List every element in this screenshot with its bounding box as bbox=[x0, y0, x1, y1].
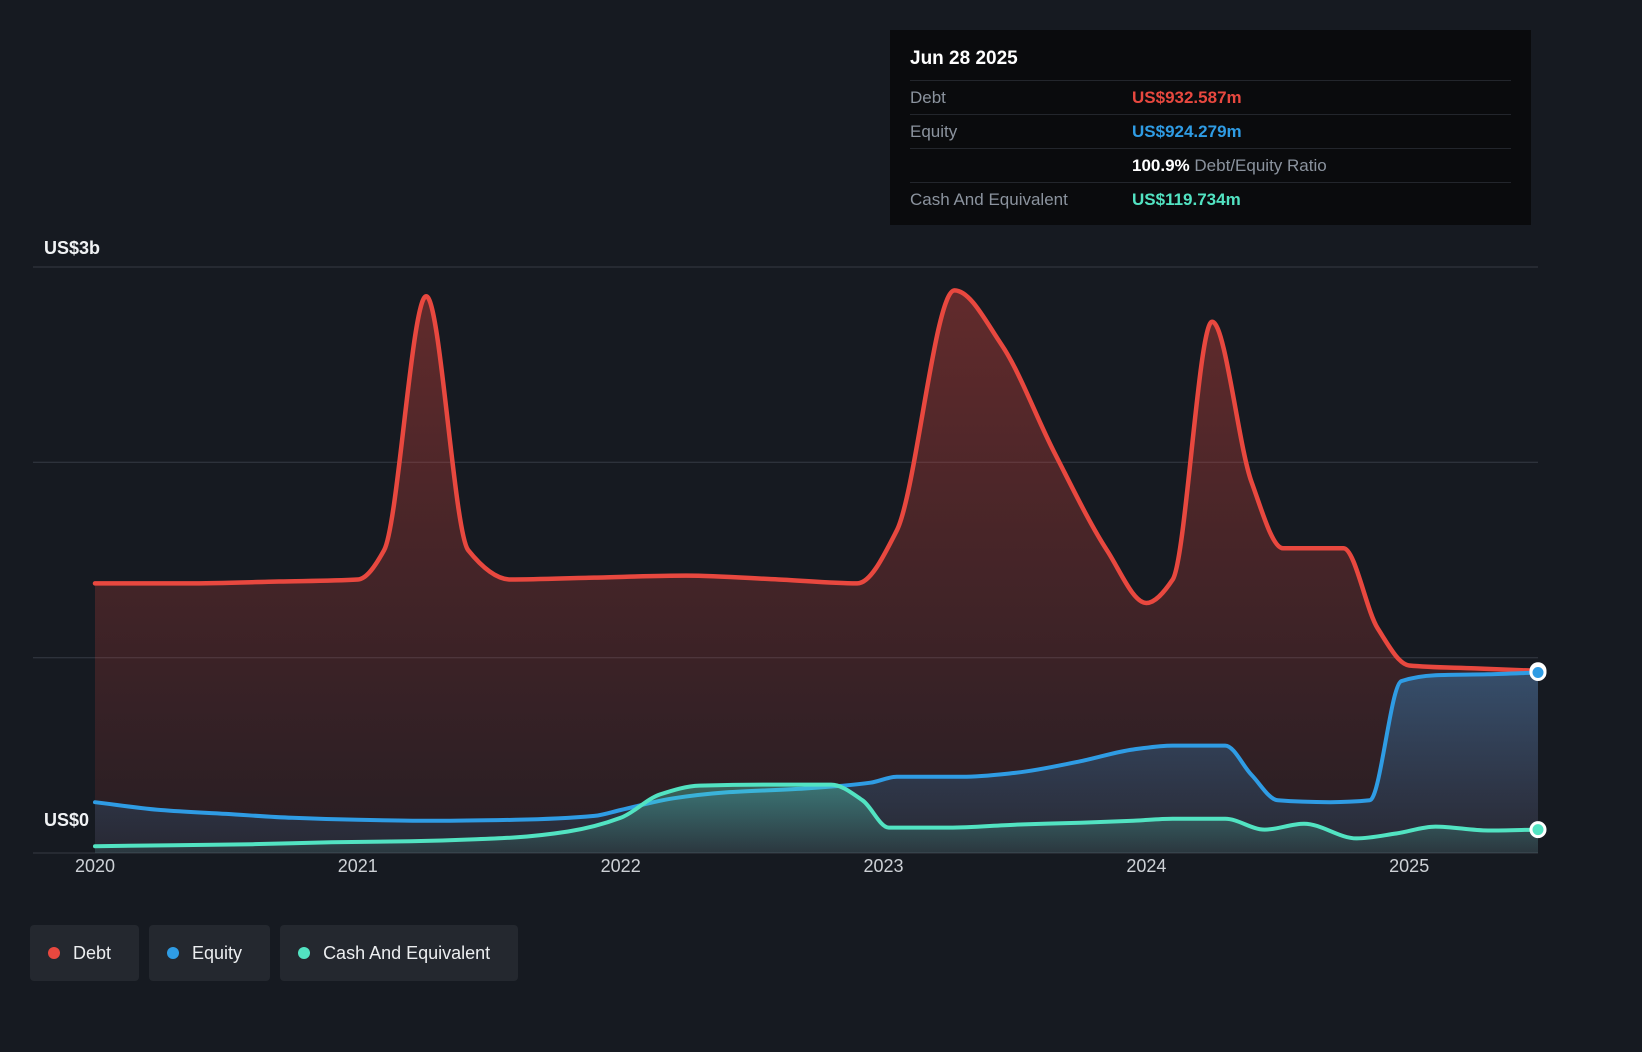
cash-and-equivalent-endpoint-marker[interactable] bbox=[1529, 821, 1547, 839]
tooltip-debt-label: Debt bbox=[910, 87, 946, 107]
equity-endpoint-marker[interactable] bbox=[1529, 664, 1547, 681]
legend-label: Cash And Equivalent bbox=[323, 942, 491, 963]
debt-line bbox=[92, 288, 1541, 674]
legend-item-equity[interactable]: Equity bbox=[149, 925, 271, 981]
cash-and-equivalent-legend-dot-icon bbox=[298, 947, 311, 959]
tooltip-ratio-row: 100.9% Debt/Equity Ratio bbox=[910, 149, 1511, 183]
tooltip-debt-row: Debt US$932.587m bbox=[910, 81, 1511, 115]
tooltip-cash-row: Cash And Equivalent US$119.734m bbox=[910, 183, 1511, 217]
tooltip-equity-value: US$924.279m bbox=[1132, 121, 1242, 141]
tooltip-equity-label: Equity bbox=[910, 121, 958, 141]
cash-and-equivalent-area bbox=[95, 784, 1538, 853]
equity-legend-dot-icon bbox=[167, 947, 180, 959]
x-axis-tick-2024: 2024 bbox=[1126, 856, 1167, 876]
chart-tooltip: Jun 28 2025 Debt US$932.587m Equity US$9… bbox=[890, 30, 1531, 225]
legend-item-debt[interactable]: Debt bbox=[30, 925, 140, 981]
x-axis-tick-2021: 2021 bbox=[337, 856, 378, 876]
tooltip-ratio: 100.9% Debt/Equity Ratio bbox=[1132, 156, 1511, 176]
equity-area bbox=[95, 672, 1538, 853]
tooltip-debt-value: US$932.587m bbox=[1132, 87, 1242, 107]
debt-legend-dot-icon bbox=[48, 947, 60, 959]
cash-and-equivalent-line bbox=[93, 782, 1540, 849]
legend-label: Debt bbox=[73, 942, 112, 963]
equity-line bbox=[93, 670, 1540, 823]
tooltip-ratio-label: Debt/Equity Ratio bbox=[1194, 155, 1327, 175]
tooltip-ratio-value: 100.9% bbox=[1132, 155, 1190, 175]
y-axis-label-bottom: US$0 bbox=[44, 810, 90, 830]
legend-label: Equity bbox=[192, 942, 243, 963]
y-axis-label-top: US$3b bbox=[44, 238, 101, 258]
tooltip-cash-label: Cash And Equivalent bbox=[910, 190, 1068, 209]
tooltip-date: Jun 28 2025 bbox=[910, 40, 1511, 81]
x-axis-tick-2023: 2023 bbox=[863, 856, 904, 876]
x-axis-tick-2025: 2025 bbox=[1389, 856, 1430, 876]
chart-legend: Debt Equity Cash And Equivalent bbox=[30, 925, 519, 981]
x-axis-tick-2020: 2020 bbox=[74, 856, 116, 876]
x-axis-tick-2022: 2022 bbox=[600, 856, 641, 876]
debt-area bbox=[95, 290, 1538, 853]
tooltip-equity-row: Equity US$924.279m bbox=[910, 115, 1511, 149]
tooltip-cash-value: US$119.734m bbox=[1132, 190, 1241, 209]
legend-item-cash-and-equivalent[interactable]: Cash And Equivalent bbox=[280, 925, 519, 981]
